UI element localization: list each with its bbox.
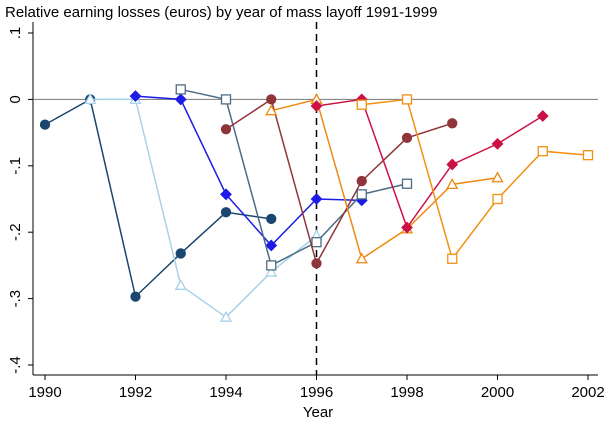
series-line: [44, 98, 272, 299]
x-tick-label: 1998: [390, 384, 423, 401]
x-tick-label: 2002: [571, 384, 604, 401]
marker: [266, 213, 277, 225]
series-line: [361, 98, 589, 261]
marker: [130, 291, 141, 302]
marker: [491, 137, 504, 150]
marker: [446, 158, 459, 171]
marker: [175, 84, 186, 95]
marker: [84, 93, 97, 105]
x-tick-label: 1990: [28, 384, 61, 401]
marker: [266, 94, 277, 105]
x-tick-label: 1996: [300, 384, 333, 401]
marker: [401, 221, 413, 234]
marker: [582, 150, 594, 161]
x-axis-label: Year: [303, 404, 333, 421]
marker: [356, 189, 367, 200]
series-line: [316, 98, 544, 230]
marker: [220, 207, 232, 218]
marker: [174, 93, 187, 106]
marker: [401, 178, 413, 189]
marker: [175, 248, 186, 259]
marker: [537, 146, 548, 157]
marker: [310, 100, 323, 112]
y-tick-label: -.4: [7, 356, 24, 374]
marker: [220, 94, 232, 105]
marker: [220, 188, 232, 201]
marker: [265, 239, 278, 252]
y-tick-label: -.3: [7, 290, 24, 308]
marker: [311, 258, 322, 269]
marker: [39, 119, 51, 130]
marker: [447, 253, 458, 264]
marker: [266, 260, 277, 271]
y-tick-label: .1: [7, 27, 24, 40]
marker: [446, 178, 459, 190]
marker: [492, 193, 503, 205]
marker: [356, 99, 367, 110]
y-tick-label: 0: [7, 95, 24, 103]
marker: [310, 193, 323, 205]
marker: [265, 265, 278, 277]
x-tick-label: 1994: [209, 384, 242, 401]
chart-title: Relative earning losses (euros) by year …: [5, 4, 437, 21]
marker: [401, 94, 413, 105]
marker: [220, 124, 232, 135]
series-line: [90, 98, 317, 319]
x-tick-label: 1992: [119, 384, 152, 401]
marker: [174, 278, 187, 290]
series-line: [135, 95, 362, 247]
series-line: [225, 98, 453, 266]
marker: [491, 171, 504, 183]
marker: [536, 110, 549, 122]
series-line: [180, 88, 408, 267]
marker: [311, 237, 322, 248]
marker: [356, 175, 367, 187]
marker: [401, 132, 413, 144]
marker: [265, 104, 278, 116]
y-tick-label: -.1: [7, 157, 24, 175]
x-tick-label: 2000: [481, 384, 514, 401]
marker: [447, 118, 458, 129]
y-tick-label: -.2: [7, 223, 24, 241]
series-line: [271, 98, 498, 260]
marker: [129, 90, 142, 102]
marker: [355, 252, 368, 264]
marker: [219, 310, 233, 322]
